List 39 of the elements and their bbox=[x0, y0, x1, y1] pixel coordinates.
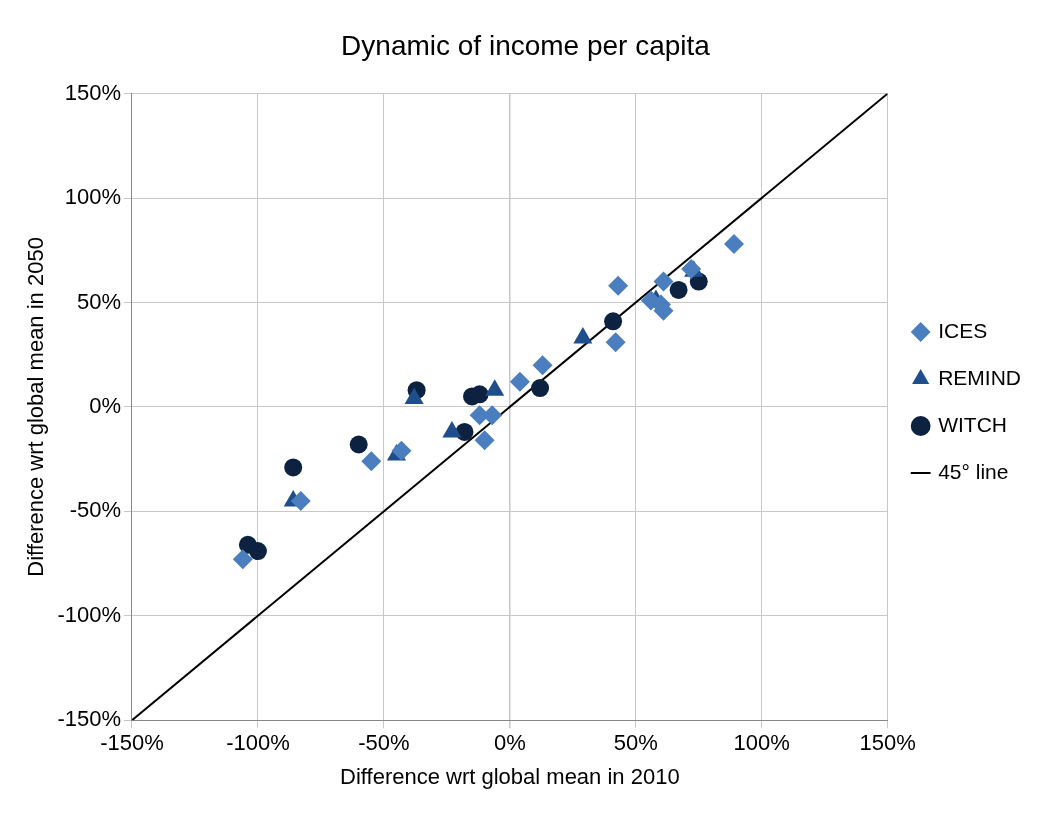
y-tick-label: -100% bbox=[57, 601, 121, 627]
y-tick-label: -150% bbox=[57, 706, 121, 732]
legend-label: 45° line bbox=[938, 459, 1009, 483]
point bbox=[482, 405, 503, 426]
point bbox=[605, 332, 626, 353]
point bbox=[532, 355, 553, 376]
point bbox=[653, 271, 674, 292]
point bbox=[669, 280, 688, 299]
x-tick-label: 0% bbox=[493, 730, 526, 756]
y-tick-label: -50% bbox=[69, 497, 121, 523]
point bbox=[290, 490, 311, 511]
x-tick-label: 150% bbox=[859, 730, 916, 756]
point bbox=[349, 435, 368, 454]
x-tick-label: -100% bbox=[226, 730, 290, 756]
point bbox=[474, 430, 495, 451]
legend-label: REMIND bbox=[938, 365, 1022, 389]
point bbox=[531, 379, 550, 398]
point bbox=[361, 451, 382, 472]
y-tick-label: 50% bbox=[76, 288, 121, 314]
point bbox=[391, 440, 412, 461]
x-tick-label: 100% bbox=[733, 730, 790, 756]
point bbox=[604, 312, 623, 331]
point bbox=[608, 275, 629, 296]
legend-label: WITCH bbox=[938, 412, 1007, 436]
chart-title: Dynamic of income per capita bbox=[341, 29, 711, 61]
point bbox=[248, 542, 267, 561]
x-tick-label: -150% bbox=[100, 730, 164, 756]
y-tick-label: 150% bbox=[64, 79, 121, 105]
x-axis-title: Difference wrt global mean in 2010 bbox=[340, 763, 680, 789]
legend-label: ICES bbox=[938, 318, 988, 342]
y-tick-label: 100% bbox=[64, 184, 121, 210]
point bbox=[509, 371, 530, 392]
y-tick-label: 0% bbox=[89, 392, 121, 418]
point bbox=[724, 233, 745, 254]
y-axis-title: Difference wrt global mean in 2050 bbox=[23, 237, 49, 577]
point bbox=[232, 549, 253, 570]
point bbox=[284, 458, 303, 477]
x-tick-label: -50% bbox=[358, 730, 410, 756]
x-tick-label: 50% bbox=[613, 730, 658, 756]
